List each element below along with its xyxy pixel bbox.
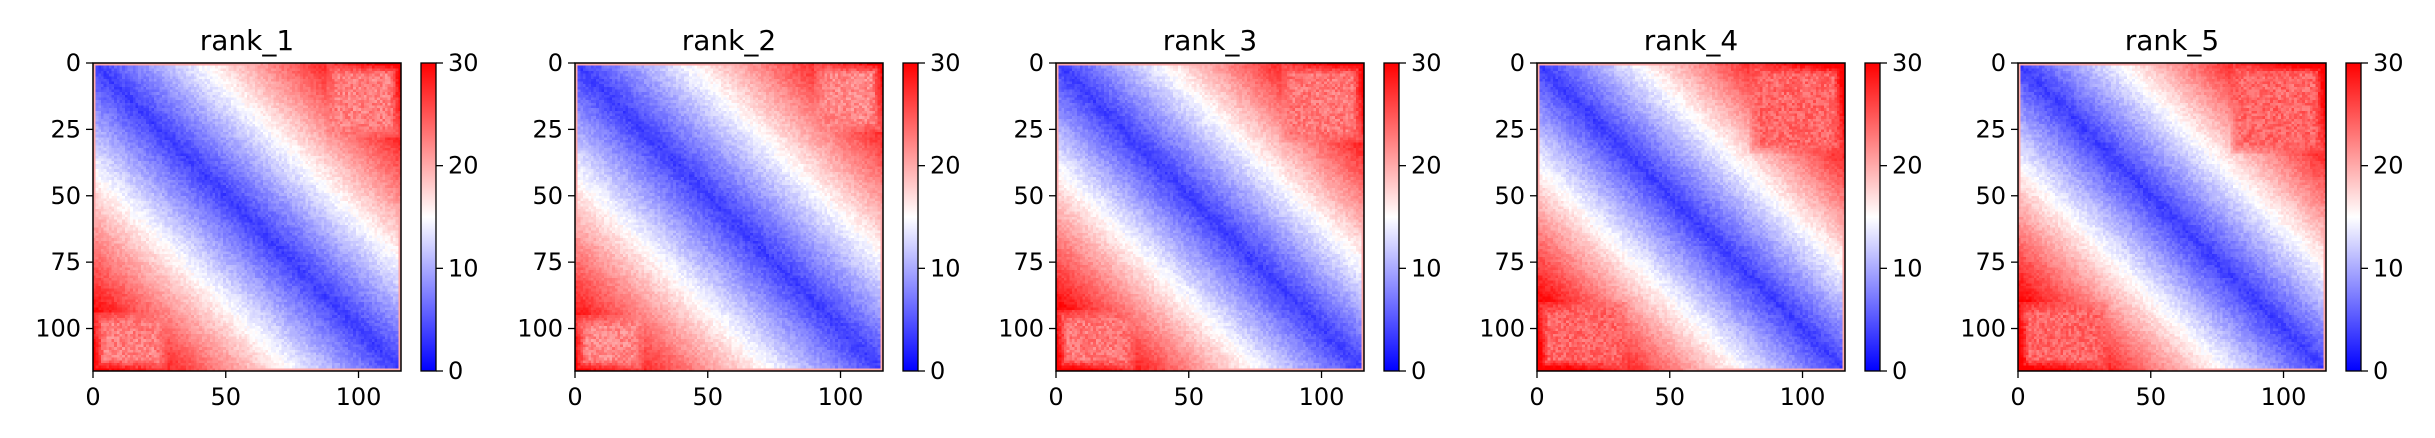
y-tick-label: 100	[998, 315, 1044, 343]
y-tick-label: 50	[1013, 182, 1044, 210]
y-tick-label: 0	[1991, 49, 2006, 77]
y-tick-label: 100	[1960, 315, 2006, 343]
colorbar-tick-label: 10	[2373, 254, 2404, 282]
y-tick-label: 50	[50, 182, 81, 210]
y-tick-label: 75	[1494, 248, 1525, 276]
colorbar-tick-label: 0	[1892, 357, 1907, 385]
x-tick-label: 0	[1048, 383, 1063, 411]
chart-title: rank_1	[200, 24, 294, 57]
colorbar-tick-label: 0	[448, 357, 463, 385]
axes-frame	[574, 62, 884, 372]
y-tick-label: 100	[517, 315, 563, 343]
y-tick-label: 75	[1013, 248, 1044, 276]
colorbar-tick-label: 20	[1411, 152, 1442, 180]
heatmap-image	[1056, 63, 1364, 371]
x-tick-label: 50	[2135, 383, 2166, 411]
colorbar-tick-label: 20	[448, 152, 479, 180]
colorbar	[2345, 62, 2362, 372]
y-tick-label: 50	[1494, 182, 1525, 210]
colorbar-tick-label: 20	[930, 152, 961, 180]
x-tick-label: 50	[1173, 383, 1204, 411]
chart-title: rank_2	[682, 24, 776, 57]
colorbar	[902, 62, 919, 372]
chart-title: rank_5	[2125, 24, 2219, 57]
heatmap-panel-2: rank_2 0 50 100 0 25 50 75 100 0 10 20 30	[517, 24, 960, 411]
y-tick-label: 100	[1479, 315, 1525, 343]
y-tick-label: 25	[1975, 115, 2006, 143]
colorbar-tick-label: 30	[1411, 49, 1442, 77]
colorbar-tick-label: 30	[448, 49, 479, 77]
y-tick-label: 0	[548, 49, 563, 77]
colorbar-tick-label: 0	[1411, 357, 1426, 385]
axes-frame	[2017, 62, 2327, 372]
y-tick-label: 0	[1510, 49, 1525, 77]
x-tick-label: 50	[1654, 383, 1685, 411]
axes-frame	[1536, 62, 1846, 372]
x-tick-label: 0	[85, 383, 100, 411]
heatmap-panel-4: rank_4 0 50 100 0 25 50 75 100 0 10 20 30	[1479, 24, 1922, 411]
colorbar-tick-label: 30	[930, 49, 961, 77]
colorbar-tick-label: 30	[2373, 49, 2404, 77]
colorbar-tick-label: 10	[448, 254, 479, 282]
y-tick-label: 50	[532, 182, 563, 210]
colorbar	[1864, 62, 1881, 372]
y-tick-label: 100	[35, 315, 81, 343]
x-tick-label: 0	[567, 383, 582, 411]
y-tick-label: 75	[1975, 248, 2006, 276]
x-tick-label: 100	[2261, 383, 2307, 411]
colorbar	[420, 62, 437, 372]
y-tick-label: 75	[50, 248, 81, 276]
colorbar-tick-label: 20	[2373, 152, 2404, 180]
y-tick-label: 0	[66, 49, 81, 77]
heatmap-image	[2018, 63, 2326, 371]
y-tick-label: 50	[1975, 182, 2006, 210]
axes-frame	[92, 62, 402, 372]
x-tick-label: 50	[210, 383, 241, 411]
y-tick-label: 0	[1029, 49, 1044, 77]
colorbar-tick-label: 0	[930, 357, 945, 385]
x-tick-label: 0	[2010, 383, 2025, 411]
colorbar-tick-label: 30	[1892, 49, 1923, 77]
heatmap-panel-3: rank_3 0 50 100 0 25 50 75 100 0 10 20 30	[998, 24, 1441, 411]
x-tick-label: 50	[692, 383, 723, 411]
heatmap-panel-5: rank_5 0 50 100 0 25 50 75 100 0 10 20 30	[1960, 24, 2403, 411]
colorbar-tick-label: 0	[2373, 357, 2388, 385]
heatmap-image	[575, 63, 883, 371]
y-tick-label: 25	[1013, 115, 1044, 143]
axes-frame	[1055, 62, 1365, 372]
colorbar-tick-label: 20	[1892, 152, 1923, 180]
y-tick-label: 25	[1494, 115, 1525, 143]
x-tick-label: 100	[1780, 383, 1826, 411]
heatmap-image	[1537, 63, 1845, 371]
x-tick-label: 0	[1529, 383, 1544, 411]
chart-title: rank_4	[1644, 24, 1738, 57]
colorbar-tick-label: 10	[1892, 254, 1923, 282]
heatmap-image	[93, 63, 401, 371]
colorbar-tick-label: 10	[1411, 254, 1442, 282]
heatmap-panel-1: rank_1 0 50 100 0 25 50 75 100 0 10 20 30	[35, 24, 478, 411]
colorbar	[1383, 62, 1400, 372]
x-tick-label: 100	[818, 383, 864, 411]
chart-title: rank_3	[1163, 24, 1257, 57]
x-tick-label: 100	[1299, 383, 1345, 411]
x-tick-label: 100	[336, 383, 382, 411]
colorbar-tick-label: 10	[930, 254, 961, 282]
y-tick-label: 75	[532, 248, 563, 276]
y-tick-label: 25	[50, 115, 81, 143]
y-tick-label: 25	[532, 115, 563, 143]
